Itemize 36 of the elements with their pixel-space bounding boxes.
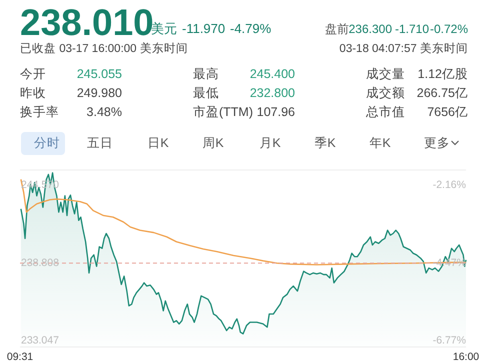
annotation: 今开: [20, 67, 46, 81]
annotation: 03-18 04:07:57 美东时间: [339, 43, 468, 55]
annotation: -1.710: [394, 22, 429, 36]
annotation: 月K: [259, 136, 281, 150]
annotation: 249.980: [76, 86, 122, 100]
annotation: -0.72%: [430, 22, 468, 36]
annotation: 日K: [147, 136, 169, 150]
annotation: 周K: [202, 136, 224, 150]
annotation: 更多: [424, 136, 450, 150]
annotation: 换手率: [20, 105, 59, 119]
annotation: -4.79%: [230, 21, 272, 36]
annotation: 总市值: [366, 105, 405, 119]
annotation: 107.96: [256, 105, 295, 119]
annotation: 市盈(TTM): [193, 105, 254, 119]
annotation: 年K: [369, 136, 391, 150]
title: 238.010: [20, 2, 154, 43]
annotation: 成交量: [366, 67, 405, 81]
annotation: 232.800: [250, 86, 295, 100]
annotation: 1.12亿股: [418, 67, 468, 81]
annotation: 最高: [193, 67, 219, 81]
annotation: 245.055: [76, 67, 122, 81]
annotation: 分时: [34, 136, 60, 150]
annotation: 美元: [151, 21, 177, 36]
annotation: 昨收: [20, 86, 46, 100]
annotation: 成交额: [366, 86, 405, 100]
annotation: 245.400: [250, 67, 295, 81]
annotation: 最低: [193, 86, 219, 100]
annotation: 236.300: [348, 22, 392, 36]
annotation: 盘前: [325, 22, 349, 36]
annotation: 266.75亿: [416, 86, 468, 100]
annotation: 7656亿: [427, 105, 468, 119]
annotation: 五日: [87, 136, 113, 150]
annotation: -11.970: [182, 21, 226, 36]
annotation: 已收盘 03-17 16:00:00 美东时间: [20, 43, 188, 55]
annotation: 3.48%: [86, 105, 122, 119]
annotation: 季K: [314, 136, 336, 150]
